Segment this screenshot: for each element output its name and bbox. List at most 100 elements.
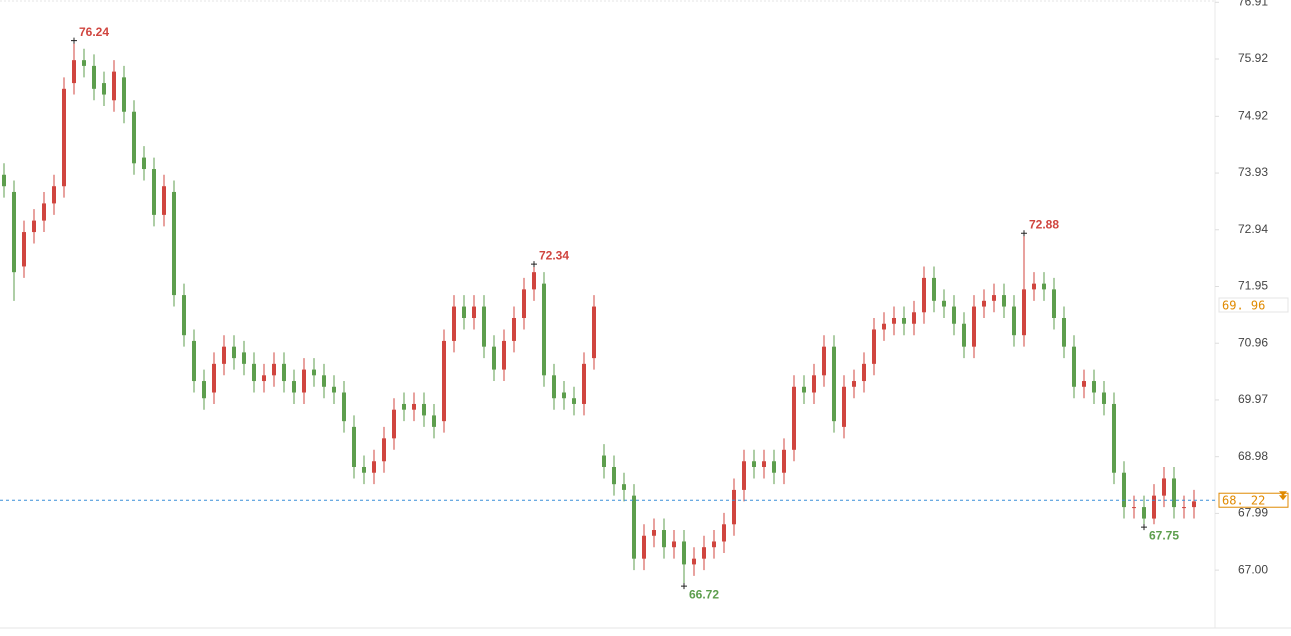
high-marker <box>1021 230 1027 237</box>
candle-body <box>22 232 26 267</box>
candle-body <box>102 83 106 95</box>
candle-body <box>292 381 296 393</box>
candle-body <box>532 272 536 290</box>
candle-body <box>852 381 856 387</box>
low-label: 67.75 <box>1149 528 1179 542</box>
candle-body <box>362 466 366 473</box>
candle-body <box>842 386 846 427</box>
candle-body <box>1052 289 1056 319</box>
candle-body <box>1142 507 1146 519</box>
candle-body <box>922 277 926 313</box>
candle-body <box>962 323 966 347</box>
candle-body <box>822 346 826 376</box>
candle-body <box>132 111 136 164</box>
candle-body <box>1042 283 1046 290</box>
candle-body <box>742 461 746 490</box>
candle-body <box>322 375 326 387</box>
y-tick-label: 72.94 <box>1238 222 1268 236</box>
candle-body <box>542 283 546 376</box>
candle-body <box>802 386 806 393</box>
candle-body <box>192 340 196 382</box>
candle-body <box>202 381 206 399</box>
candle-body <box>982 300 986 307</box>
high-marker <box>531 261 537 268</box>
candle-body <box>612 466 616 485</box>
candle-body <box>1122 472 1126 508</box>
candle-body <box>212 363 216 393</box>
candle-body <box>942 300 946 307</box>
candle-body <box>772 461 776 473</box>
low-marker <box>681 583 687 590</box>
candle-body <box>352 426 356 467</box>
candle-body <box>652 530 656 536</box>
candle-body <box>222 346 226 364</box>
candle-body <box>792 386 796 450</box>
candle-body <box>312 369 316 376</box>
last-price-arrow <box>1279 491 1287 501</box>
candle-body <box>492 346 496 370</box>
last-price-label: 68. 22 <box>1222 494 1265 508</box>
candle-body <box>82 60 86 66</box>
candle-body <box>392 409 396 439</box>
candle-body <box>302 369 306 393</box>
candle-body <box>1092 381 1096 393</box>
candle-body <box>682 541 686 565</box>
candle-body <box>992 295 996 301</box>
candle-body <box>812 375 816 393</box>
candle-body <box>42 203 46 221</box>
candle-body <box>832 346 836 422</box>
candle-body <box>512 318 516 341</box>
y-tick-label: 74.92 <box>1238 108 1268 122</box>
high-label: 72.34 <box>539 248 569 262</box>
candle-body <box>502 340 506 370</box>
candle-body <box>402 403 406 410</box>
candle-body <box>672 541 676 548</box>
marker-label: 69. 96 <box>1222 299 1265 313</box>
candle-body <box>332 386 336 393</box>
candle-body <box>92 65 96 89</box>
candle-body <box>1162 478 1166 496</box>
candle-body <box>702 547 706 559</box>
candle-body <box>262 375 266 382</box>
candle-body <box>872 329 876 364</box>
candle-body <box>2 174 6 187</box>
candle-body <box>1112 403 1116 473</box>
candle-body <box>582 363 586 404</box>
candle-body <box>782 449 786 473</box>
candle-body <box>882 323 886 330</box>
candle-body <box>642 535 646 559</box>
candle-body <box>1002 295 1006 307</box>
candle-body <box>412 403 416 410</box>
candle-body <box>912 312 916 324</box>
candle-body <box>762 461 766 467</box>
candle-body <box>282 363 286 382</box>
candle-body <box>622 484 626 490</box>
y-tick-label: 76.91 <box>1238 0 1268 8</box>
candle-body <box>472 306 476 319</box>
candle-body <box>1172 478 1176 508</box>
y-tick-label: 68.98 <box>1238 449 1268 463</box>
candle-body <box>242 352 246 364</box>
y-tick-label: 71.95 <box>1238 279 1268 293</box>
candle-body <box>1072 346 1076 387</box>
candle-body <box>732 489 736 525</box>
candle-body <box>692 558 696 565</box>
candle-body <box>142 157 146 170</box>
candle-body <box>452 306 456 341</box>
candle-body <box>382 438 386 462</box>
candle-body <box>552 375 556 399</box>
marker-box <box>1218 297 1289 313</box>
candle-body <box>32 220 36 233</box>
candle-body <box>432 415 436 427</box>
candle-body <box>422 403 426 416</box>
candle-body <box>752 461 756 467</box>
candle-body <box>1012 306 1016 336</box>
high-marker <box>71 37 77 44</box>
candle-body <box>602 455 606 467</box>
candle-body <box>252 363 256 382</box>
candle-body <box>182 295 186 336</box>
candle-body <box>342 392 346 422</box>
y-tick-label: 75.92 <box>1238 51 1268 65</box>
y-tick-label: 69.97 <box>1238 392 1268 406</box>
y-tick-label: 67.00 <box>1238 562 1268 576</box>
